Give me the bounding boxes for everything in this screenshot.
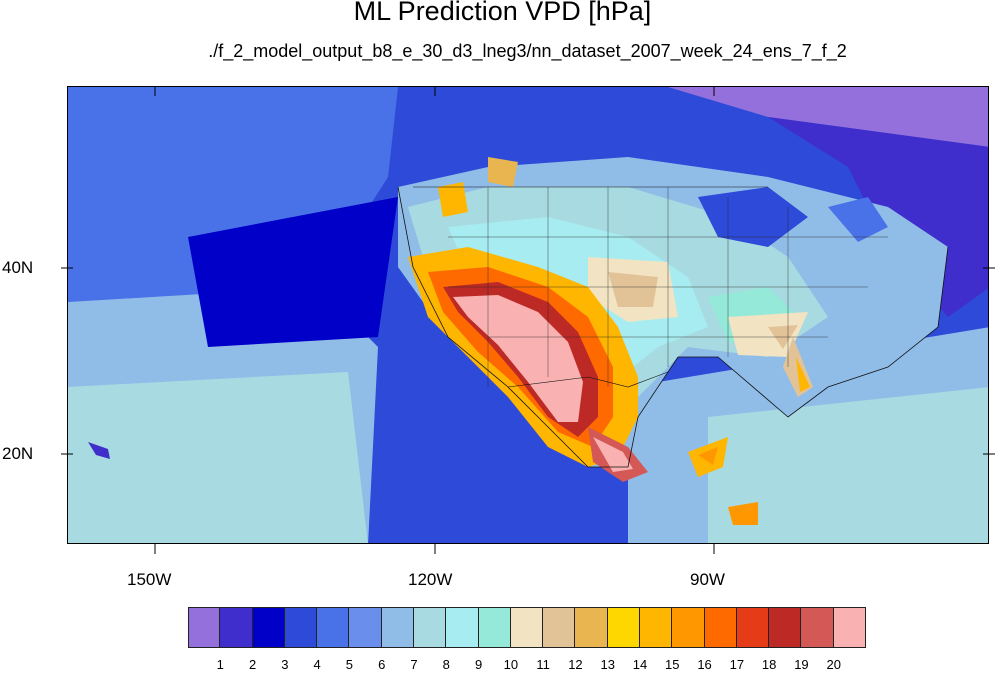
- colorbar-label: 5: [345, 657, 354, 672]
- colorbar-swatch: [446, 607, 479, 648]
- x-tick-label: 120W: [408, 570, 453, 589]
- colorbar-label: 18: [761, 657, 777, 672]
- colorbar-label: 6: [378, 657, 386, 672]
- colorbar-swatch: [607, 607, 640, 648]
- colorbar-label: 16: [697, 657, 712, 672]
- y-tick-label: 40N: [2, 258, 34, 277]
- colorbar-labels: 1 2 3 4 5 6 7 8 9 10 11 12 13 14 15 16 17 18 19 20: [0, 657, 1005, 673]
- map-title: ML Prediction VPD [hPa]: [353, 0, 652, 26]
- colorbar-swatch: [317, 607, 350, 648]
- colorbar-label: 12: [568, 657, 583, 672]
- colorbar-swatch: [833, 607, 866, 648]
- colorbar-label: 9: [474, 657, 483, 672]
- colorbar-label: 19: [794, 657, 809, 672]
- colorbar-label: 4: [313, 657, 321, 672]
- colorbar-swatch: [543, 607, 576, 648]
- colorbar-swatch: [672, 607, 705, 648]
- colorbar-label: 1: [216, 657, 224, 672]
- colorbar-label: 17: [729, 657, 745, 672]
- colorbar-swatch: [414, 607, 447, 648]
- colorbar-swatch: [801, 607, 834, 648]
- y-tick-label: 20N: [2, 444, 34, 463]
- colorbar-label: 15: [665, 657, 680, 672]
- colorbar-label: 14: [632, 657, 648, 672]
- colorbar-swatch: [736, 607, 770, 648]
- vpd-map: [67, 86, 989, 544]
- colorbar-label: 20: [826, 657, 841, 672]
- x-tick-label: 150W: [127, 570, 172, 589]
- x-tick-label: 90W: [690, 570, 725, 589]
- colorbar-label: 3: [281, 657, 289, 672]
- colorbar-swatch: [252, 607, 285, 648]
- colorbar-swatch: [510, 607, 544, 648]
- colorbar-swatch: [769, 607, 802, 648]
- colorbar-swatch: [349, 607, 382, 648]
- colorbar-label: 8: [442, 657, 450, 672]
- colorbar-swatch: [575, 607, 608, 648]
- colorbar-swatch: [381, 607, 414, 648]
- map-subtitle: ./f_2_model_output_b8_e_30_d3_lneg3/nn_d…: [208, 41, 847, 61]
- colorbar: [188, 607, 866, 648]
- colorbar-label: 11: [536, 657, 550, 672]
- colorbar-swatch: [704, 607, 737, 648]
- colorbar-swatch: [478, 607, 511, 648]
- colorbar-swatch: [220, 607, 253, 648]
- colorbar-swatch: [188, 607, 221, 648]
- colorbar-label: 13: [600, 657, 615, 672]
- colorbar-label: 10: [503, 657, 519, 672]
- colorbar-label: 2: [248, 657, 257, 672]
- colorbar-label: 7: [410, 657, 418, 672]
- colorbar-swatch: [284, 607, 318, 648]
- colorbar-swatch: [640, 607, 673, 648]
- vpd-contour-field: [68, 87, 988, 543]
